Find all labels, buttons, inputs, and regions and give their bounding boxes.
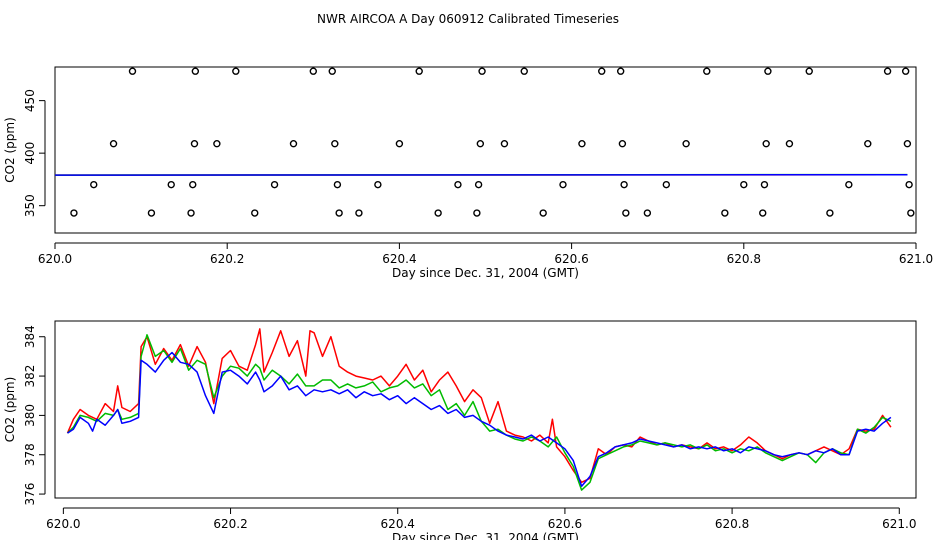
bottom-panel: 620.0 620.2 620.4 620.6 620.8 621.0 Day since … (3, 320, 917, 540)
calibration-point (335, 209, 343, 217)
calibration-point (500, 139, 509, 148)
calibration-point (662, 180, 671, 189)
calibration-point (473, 209, 481, 217)
calibration-point (454, 180, 462, 189)
calibration-point (864, 139, 872, 148)
series-line-red (66, 328, 892, 484)
calibration-point (764, 67, 772, 75)
x-tick-label: 620.0 (46, 517, 80, 531)
calibration-point (740, 180, 748, 189)
y-tick-label: 350 (23, 194, 37, 217)
y-axis-label: CO2 (ppm) (3, 117, 17, 183)
calibration-point (187, 209, 195, 217)
calibration-point (643, 209, 652, 217)
calibration-point (760, 180, 769, 189)
calibration-point (907, 209, 915, 217)
calibration-point (598, 67, 606, 75)
calibration-point (559, 180, 567, 189)
calibration-point (109, 139, 118, 148)
calibration-point (903, 139, 912, 148)
series-line-blue (67, 351, 892, 487)
x-tick-label: 621.0 (899, 252, 933, 266)
calibration-point (622, 209, 630, 217)
plot-frame (54, 66, 917, 234)
x-axis-label: Day since Dec. 31, 2004 (GMT) (392, 531, 579, 540)
plot-frame (54, 320, 917, 499)
calibration-point (883, 67, 892, 75)
calibration-point (331, 139, 339, 148)
calibration-point (905, 180, 913, 189)
calibration-point (232, 67, 240, 75)
x-tick-label: 620.6 (548, 517, 582, 531)
calibration-point (520, 67, 528, 75)
x-tick-label: 620.6 (554, 252, 588, 266)
series-line-green (66, 334, 892, 491)
calibration-point (189, 180, 197, 189)
calibration-point (270, 180, 279, 189)
x-tick-label: 620.8 (715, 517, 749, 531)
calibration-point (289, 139, 298, 148)
x-axis-label: Day since Dec. 31, 2004 (GMT) (392, 266, 579, 280)
calibration-point (616, 67, 625, 75)
calibration-point (213, 139, 221, 148)
calibration-point (90, 180, 98, 189)
calibration-point (251, 209, 259, 217)
calibration-point (703, 67, 711, 75)
calibration-point (620, 180, 628, 189)
y-tick-label: 382 (23, 365, 37, 388)
calibration-point (721, 209, 729, 217)
calibration-point (478, 67, 486, 75)
x-tick-label: 620.8 (727, 252, 761, 266)
figure-title: NWR AIRCOA A Day 060912 Calibrated Times… (317, 12, 619, 26)
x-tick-label: 620.4 (381, 517, 415, 531)
calibration-point (618, 139, 627, 148)
calibration-point (539, 209, 547, 217)
top-panel: 620.0 620.2 620.4 620.6 620.8 621.0 Day since … (3, 66, 933, 280)
x-tick-label: 620.0 (38, 252, 72, 266)
x-tick-label: 620.2 (210, 252, 244, 266)
calibration-point (309, 67, 317, 75)
x-tick-label: 620.4 (382, 252, 416, 266)
x-tick-label: 621.0 (882, 517, 916, 531)
calibration-point (128, 67, 137, 75)
y-tick-label: 450 (23, 89, 37, 112)
calibration-point (476, 139, 485, 148)
calibration-point (328, 67, 336, 75)
calibration-point (434, 209, 442, 217)
calibration-point (805, 67, 813, 75)
calibration-point (190, 139, 199, 148)
y-axis-label: CO2 (ppm) (3, 377, 17, 443)
calibration-point (578, 139, 586, 148)
y-tick-label: 376 (23, 483, 37, 506)
calibration-point (147, 209, 156, 217)
calibration-point (191, 67, 200, 75)
y-tick-label: 384 (23, 325, 37, 348)
y-tick-label: 400 (23, 142, 37, 165)
y-tick-label: 380 (23, 404, 37, 427)
calibration-point (759, 209, 767, 217)
calibration-point (333, 180, 342, 189)
calibration-point (785, 139, 794, 148)
calibration-point (762, 139, 770, 148)
calibration-point (395, 139, 404, 148)
calibration-point (474, 180, 483, 189)
series-group (55, 173, 908, 176)
calibration-point (167, 180, 175, 189)
calibration-point (70, 209, 78, 217)
series-group (66, 328, 892, 491)
calibration-point (415, 67, 423, 75)
calibration-point (682, 139, 690, 148)
calibration-point (355, 209, 363, 217)
x-tick-label: 620.2 (213, 517, 247, 531)
calibration-point (845, 180, 853, 189)
calibration-point (826, 209, 834, 217)
calibration-point (901, 67, 910, 75)
y-tick-label: 378 (23, 443, 37, 466)
calibration-point (374, 180, 382, 189)
